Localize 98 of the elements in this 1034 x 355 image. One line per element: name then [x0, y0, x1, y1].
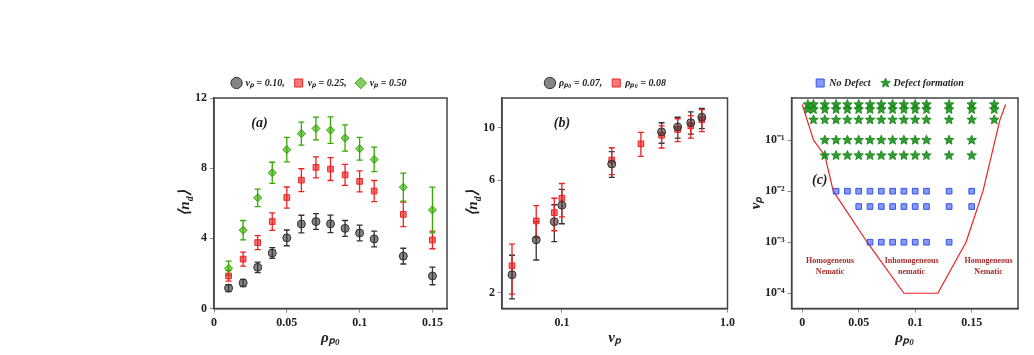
point	[326, 125, 335, 135]
point	[911, 203, 919, 210]
x-tick-label: 0.1	[907, 314, 923, 329]
point	[945, 203, 953, 210]
point	[398, 251, 408, 261]
point	[296, 129, 306, 139]
legend-label: ρₚ₀ = 0.08	[624, 76, 667, 89]
point	[369, 154, 379, 164]
y-tick-label: 0	[201, 300, 207, 315]
point	[889, 187, 896, 195]
point	[855, 203, 863, 210]
x-tick-label: 0.1	[554, 314, 570, 329]
point	[900, 187, 908, 195]
y-tick-label: 2	[489, 284, 495, 299]
point	[832, 187, 840, 195]
point	[341, 171, 349, 179]
point	[945, 187, 953, 195]
annotation: (b)	[553, 114, 571, 131]
point	[311, 124, 321, 134]
point	[340, 133, 350, 143]
y-axis-title: vₚ	[745, 196, 764, 210]
x-tick-label: 0	[211, 314, 217, 329]
x-tick-label: 0.1	[352, 314, 368, 329]
point	[327, 165, 334, 173]
legend-label: No Defect	[828, 76, 872, 88]
y-tick-label: 8	[201, 160, 207, 175]
point	[355, 228, 365, 238]
legend-label: Defect formation	[892, 76, 965, 88]
point	[877, 187, 885, 195]
point	[855, 187, 863, 195]
legend-label: vₚ = 0.50	[369, 76, 407, 89]
x-tick-label: 0	[799, 314, 806, 329]
point	[923, 187, 930, 195]
point	[267, 168, 277, 178]
point	[254, 239, 262, 246]
point	[340, 223, 350, 233]
point	[238, 225, 248, 235]
x-tick-label: 0.15	[421, 314, 443, 329]
point	[877, 238, 885, 246]
x-axis-title: ρₚ₀	[321, 327, 340, 346]
x-axis-title: ρₚ₀	[895, 327, 915, 346]
x-tick-label: 1.0	[720, 314, 735, 329]
y-tick-label: 4	[201, 230, 207, 245]
point	[399, 211, 407, 218]
point	[326, 219, 335, 229]
point	[923, 238, 930, 246]
point	[968, 187, 976, 195]
point	[268, 218, 276, 225]
point	[968, 203, 976, 210]
annotation: Homogeneous Nematic	[806, 256, 855, 277]
x-tick-label: 0.15	[961, 314, 983, 329]
point	[239, 255, 247, 263]
legend-label: vₚ = 0.10,	[245, 76, 285, 89]
y-tick-label: 10⁻¹	[764, 132, 785, 147]
point	[866, 238, 874, 246]
point	[427, 271, 437, 281]
point	[355, 144, 365, 154]
point	[911, 238, 919, 246]
point	[356, 178, 363, 185]
y-tick-label: 10⁻⁴	[764, 285, 785, 300]
point	[282, 145, 292, 155]
legend-label: vₚ = 0.25,	[307, 76, 347, 89]
point	[369, 234, 379, 244]
point	[283, 194, 291, 201]
point	[866, 203, 874, 210]
point	[253, 193, 263, 203]
point	[900, 238, 908, 246]
point	[877, 203, 885, 210]
point	[370, 187, 378, 195]
y-tick-label: 6	[489, 172, 495, 187]
point	[427, 205, 437, 215]
y-tick-label: 10	[483, 120, 495, 135]
point	[844, 187, 851, 195]
annotation: (a)	[251, 114, 268, 131]
annotation: (c)	[811, 171, 828, 188]
point	[900, 203, 908, 210]
point	[398, 182, 408, 192]
point	[866, 187, 874, 195]
point	[889, 238, 896, 246]
point	[923, 203, 930, 210]
point	[311, 217, 321, 227]
x-tick-label: 0.05	[848, 314, 870, 329]
point	[296, 219, 306, 229]
point	[911, 187, 919, 195]
point	[945, 238, 953, 246]
x-axis-title: vₚ	[608, 327, 621, 346]
point	[429, 236, 436, 244]
point	[282, 233, 292, 243]
annotation: Inhomogeneous nematic	[884, 256, 939, 277]
y-tick-label: 12	[195, 90, 207, 105]
point	[889, 203, 896, 210]
y-tick-label: 10⁻²	[764, 183, 785, 198]
annotation: Homogeneous Nematic	[964, 256, 1013, 277]
y-tick-label: 10⁻³	[764, 234, 785, 249]
legend-label: ρₚ₀ = 0.07,	[557, 76, 603, 89]
point	[312, 163, 320, 171]
x-tick-label: 0.05	[276, 314, 298, 329]
point	[298, 176, 305, 184]
